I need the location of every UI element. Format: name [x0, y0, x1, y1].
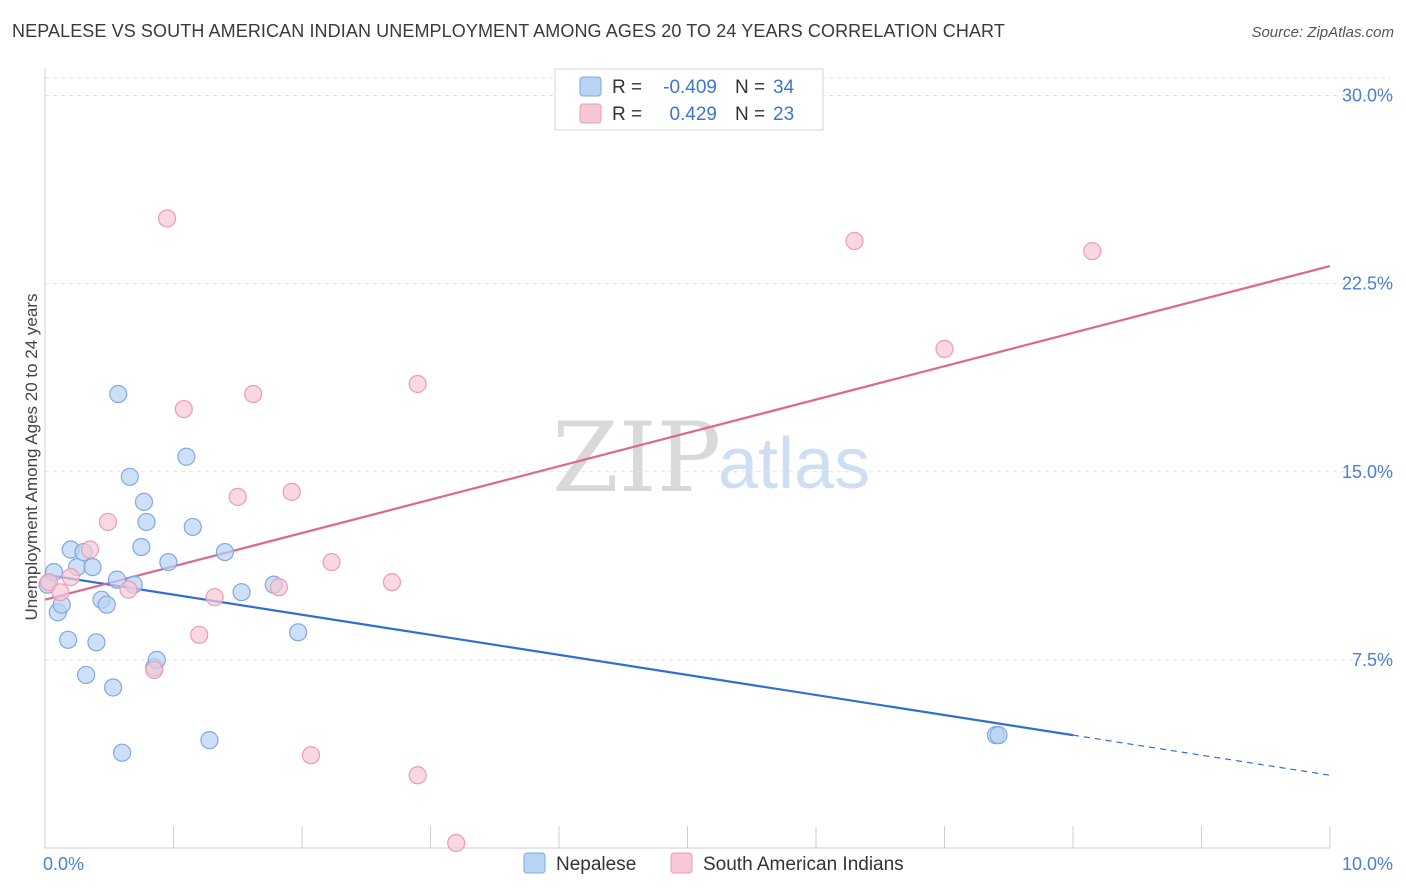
point-south-american-indians — [145, 660, 164, 680]
point-nepalese — [107, 570, 127, 589]
point-nepalese — [83, 557, 102, 577]
series-legend-swatch-south-american-indians — [670, 852, 693, 874]
point-nepalese — [134, 492, 154, 511]
point-nepalese — [289, 623, 308, 642]
chart-title: NEPALESE VS SOUTH AMERICAN INDIAN UNEMPL… — [12, 21, 1005, 41]
legend-n-label-1: N = — [735, 77, 765, 98]
series-legend-label-nepalese: Nepalese — [556, 854, 636, 875]
legend-r-value-1: -0.409 — [663, 77, 717, 98]
trend-line-nepalese — [44, 573, 1074, 737]
point-south-american-indians — [447, 833, 466, 853]
point-south-american-indians — [80, 540, 100, 559]
point-south-american-indians — [322, 552, 341, 572]
watermark-zip: ZIP — [552, 402, 721, 514]
point-nepalese — [177, 447, 196, 466]
series-legend-label-south-american-indians: South American Indians — [703, 854, 904, 875]
point-south-american-indians — [174, 399, 193, 419]
gridlines — [45, 77, 1390, 661]
point-south-american-indians — [98, 512, 118, 532]
trend-lines — [44, 265, 1331, 776]
data-points — [38, 209, 1102, 853]
series-legend: Nepalese South American Indians — [523, 852, 904, 875]
point-south-american-indians — [190, 625, 209, 644]
point-nepalese — [112, 743, 132, 762]
stats-legend: R = -0.409 N = 34 R = 0.429 N = 23 — [554, 68, 824, 131]
x-tick-label-max: 10.0% — [1342, 854, 1393, 874]
point-south-american-indians — [282, 482, 301, 501]
series-legend-swatch-nepalese — [523, 852, 546, 874]
point-south-american-indians — [228, 487, 247, 506]
point-nepalese — [97, 595, 116, 614]
point-nepalese — [200, 731, 219, 750]
point-nepalese — [77, 665, 96, 685]
axes: 7.5% 15.0% 22.5% 30.0% 0.0% 10.0% — [43, 68, 1393, 874]
point-nepalese — [120, 467, 139, 486]
point-south-american-indians — [935, 339, 954, 358]
legend-r-value-2: 0.429 — [669, 104, 717, 125]
point-nepalese — [989, 726, 1008, 745]
point-south-american-indians — [205, 588, 224, 607]
watermark-atlas: atlas — [718, 424, 870, 504]
y-tick-label: 7.5% — [1352, 650, 1393, 670]
y-tick-label: 22.5% — [1342, 274, 1393, 294]
point-south-american-indians — [382, 573, 402, 592]
point-south-american-indians — [61, 568, 80, 587]
point-nepalese — [232, 583, 251, 602]
trend-line-nepalese-extension — [1072, 734, 1331, 776]
point-south-american-indians — [845, 231, 864, 251]
point-south-american-indians — [157, 209, 177, 228]
point-nepalese — [137, 512, 156, 532]
point-south-american-indians — [301, 746, 321, 765]
point-south-american-indians — [39, 573, 58, 592]
trend-line-south-american-indians — [44, 265, 1331, 601]
point-south-american-indians — [119, 580, 138, 599]
x-tick-label-min: 0.0% — [43, 854, 84, 874]
point-nepalese — [132, 537, 151, 557]
point-south-american-indians — [244, 384, 263, 404]
legend-r-label-1: R = — [612, 77, 642, 98]
point-south-american-indians — [1083, 241, 1102, 261]
y-tick-label: 30.0% — [1342, 86, 1393, 106]
y-axis-label: Unemployment Among Ages 20 to 24 years — [22, 294, 41, 621]
legend-n-value-1: 34 — [773, 77, 795, 98]
point-nepalese — [183, 517, 202, 537]
point-nepalese — [104, 678, 123, 697]
point-south-american-indians — [408, 374, 427, 394]
source-credit: Source: ZipAtlas.com — [1251, 24, 1394, 41]
point-nepalese — [109, 384, 128, 404]
legend-n-value-2: 23 — [773, 104, 794, 125]
point-south-american-indians — [408, 766, 427, 785]
point-south-american-indians — [269, 578, 288, 597]
legend-r-label-2: R = — [612, 104, 642, 125]
point-south-american-indians — [51, 583, 70, 602]
point-nepalese — [87, 633, 106, 652]
legend-n-label-2: N = — [735, 104, 765, 125]
legend-swatch-south-american-indians — [579, 103, 602, 124]
point-nepalese — [159, 552, 178, 572]
legend-swatch-nepalese — [579, 76, 602, 97]
point-nepalese — [215, 542, 234, 562]
point-nepalese — [59, 630, 78, 649]
y-tick-label: 15.0% — [1342, 462, 1393, 482]
